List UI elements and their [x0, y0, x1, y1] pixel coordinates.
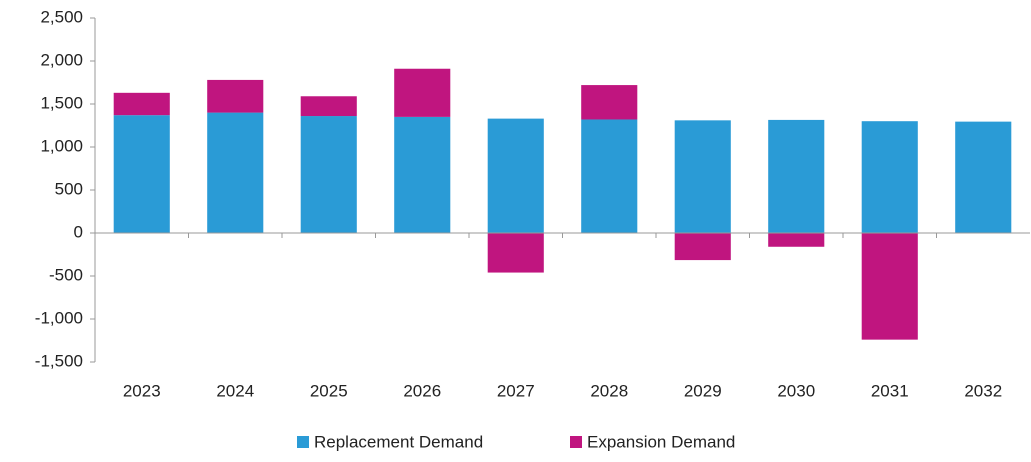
bar	[861, 233, 918, 340]
legend-swatch	[297, 436, 309, 448]
legend-label: Replacement Demand	[314, 432, 483, 451]
bar	[487, 118, 544, 233]
y-tick-label: 2,500	[40, 7, 83, 26]
x-tick-label: 2025	[310, 381, 348, 400]
y-tick-label: 2,000	[40, 50, 83, 69]
x-tick-label: 2026	[403, 381, 441, 400]
bar	[674, 233, 731, 261]
bar	[300, 116, 357, 233]
x-tick-label: 2032	[964, 381, 1002, 400]
x-tick-label: 2023	[123, 381, 161, 400]
bar	[207, 79, 264, 113]
y-tick-label: 0	[74, 222, 83, 241]
bar	[768, 119, 825, 233]
x-tick-label: 2030	[777, 381, 815, 400]
bar	[674, 120, 731, 233]
x-tick-label: 2029	[684, 381, 722, 400]
bar	[581, 85, 638, 120]
legend-label: Expansion Demand	[587, 432, 735, 451]
y-tick-label: 1,000	[40, 136, 83, 155]
bar	[768, 233, 825, 247]
y-tick-label: -500	[49, 265, 83, 284]
y-tick-label: 1,500	[40, 93, 83, 112]
legend-swatch	[570, 436, 582, 448]
x-tick-label: 2027	[497, 381, 535, 400]
bar	[113, 92, 170, 116]
bar	[394, 68, 451, 117]
y-tick-label: -1,500	[35, 351, 83, 370]
bar	[113, 115, 170, 233]
bar	[581, 119, 638, 233]
bar	[487, 233, 544, 273]
bar	[394, 116, 451, 233]
x-tick-label: 2028	[590, 381, 628, 400]
y-tick-label: 500	[55, 179, 83, 198]
x-tick-label: 2024	[216, 381, 254, 400]
bar	[861, 121, 918, 233]
y-tick-label: -1,000	[35, 308, 83, 327]
x-tick-label: 2031	[871, 381, 909, 400]
bar	[300, 96, 357, 117]
bar	[207, 112, 264, 233]
bar	[955, 121, 1012, 233]
